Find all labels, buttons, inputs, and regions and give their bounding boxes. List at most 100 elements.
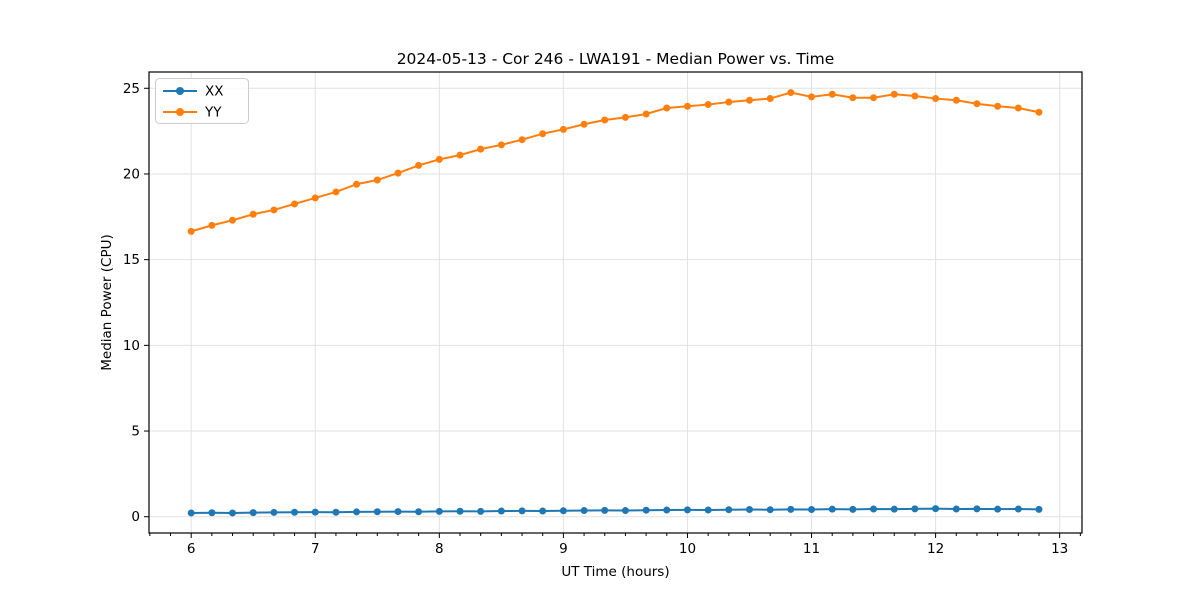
data-point-yy <box>518 136 526 144</box>
data-point-xx <box>725 506 733 514</box>
x-tick-label: 8 <box>435 541 444 557</box>
y-axis-label: Median Power (CPU) <box>99 234 115 370</box>
data-point-xx <box>663 506 671 514</box>
y-tick-label: 20 <box>123 166 140 182</box>
data-point-yy <box>828 90 836 98</box>
data-point-yy <box>745 96 753 104</box>
data-point-yy <box>559 125 567 133</box>
grid-layer <box>149 72 1082 533</box>
data-point-yy <box>435 155 443 163</box>
tick-label-layer: 0 5 10 15 20 25 6 7 8 9 10 11 12 13 <box>123 81 1068 557</box>
data-point-xx <box>994 505 1002 513</box>
data-point-xx <box>601 506 609 514</box>
data-point-yy <box>1035 108 1043 116</box>
data-point-yy <box>1014 104 1022 112</box>
x-tick-label: 7 <box>311 541 320 557</box>
data-point-xx <box>1014 505 1022 513</box>
data-point-xx <box>518 507 526 515</box>
series-xx <box>187 505 1043 517</box>
legend-marker-xx <box>176 87 184 95</box>
data-point-xx <box>973 505 981 513</box>
data-point-xx <box>1035 505 1043 513</box>
data-point-xx <box>332 508 340 516</box>
data-point-xx <box>187 509 195 517</box>
tick-layer <box>144 87 1081 538</box>
data-point-yy <box>642 110 650 118</box>
data-point-xx <box>932 505 940 513</box>
y-tick-label: 10 <box>123 338 140 354</box>
data-point-yy <box>394 169 402 177</box>
data-point-xx <box>291 508 299 516</box>
legend-box <box>155 78 249 124</box>
data-point-xx <box>394 508 402 516</box>
data-point-xx <box>353 508 361 516</box>
y-tick-label: 25 <box>123 81 140 97</box>
legend: XX YY <box>155 78 249 124</box>
data-point-xx <box>456 507 464 515</box>
data-point-xx <box>249 509 257 517</box>
data-point-yy <box>332 188 340 196</box>
data-point-xx <box>745 506 753 514</box>
data-point-xx <box>787 505 795 513</box>
x-tick-label: 9 <box>559 541 568 557</box>
x-tick-label: 11 <box>803 541 820 557</box>
data-point-yy <box>808 93 816 101</box>
data-point-yy <box>973 100 981 108</box>
data-point-xx <box>208 509 216 517</box>
series-layer <box>187 89 1043 517</box>
legend-label-yy: YY <box>204 105 222 121</box>
legend-item-yy: YY <box>163 105 222 121</box>
data-point-xx <box>373 508 381 516</box>
data-point-xx <box>559 507 567 515</box>
data-point-xx <box>621 507 629 515</box>
data-point-yy <box>621 113 629 121</box>
x-tick-label: 6 <box>187 541 196 557</box>
data-point-yy <box>311 194 319 202</box>
data-point-xx <box>828 505 836 513</box>
data-point-yy <box>353 180 361 188</box>
data-point-xx <box>870 505 878 513</box>
data-point-xx <box>229 509 236 517</box>
data-point-xx <box>642 506 650 514</box>
data-point-xx <box>952 505 960 513</box>
legend-label-xx: XX <box>205 84 224 100</box>
x-tick-label: 10 <box>679 541 696 557</box>
data-point-xx <box>808 506 816 514</box>
data-point-yy <box>890 90 898 98</box>
data-point-yy <box>704 101 712 109</box>
data-point-yy <box>994 102 1002 110</box>
data-point-yy <box>497 141 505 149</box>
data-point-yy <box>208 221 216 229</box>
data-point-yy <box>415 161 423 169</box>
y-tick-label: 15 <box>123 252 140 268</box>
data-point-yy <box>663 104 671 112</box>
x-tick-label: 13 <box>1051 541 1068 557</box>
data-point-yy <box>270 206 278 214</box>
data-point-xx <box>849 505 857 513</box>
data-point-xx <box>270 508 278 516</box>
y-tick-label: 0 <box>131 509 140 525</box>
data-point-yy <box>539 130 547 138</box>
data-point-xx <box>477 507 485 515</box>
data-point-yy <box>229 216 236 224</box>
data-point-yy <box>477 145 485 153</box>
data-point-xx <box>704 506 712 514</box>
data-point-yy <box>291 200 299 208</box>
data-point-yy <box>766 95 774 103</box>
data-point-xx <box>766 506 774 514</box>
data-point-xx <box>890 505 898 513</box>
data-point-xx <box>580 507 588 515</box>
data-point-yy <box>456 151 464 159</box>
data-point-yy <box>725 98 733 106</box>
data-point-yy <box>580 120 588 128</box>
data-point-xx <box>435 507 443 515</box>
legend-marker-yy <box>176 108 184 116</box>
data-point-xx <box>311 508 319 516</box>
data-point-yy <box>952 96 960 104</box>
data-point-yy <box>187 227 195 235</box>
data-point-yy <box>787 89 795 97</box>
y-tick-label: 5 <box>131 424 140 440</box>
data-point-yy <box>911 92 919 100</box>
